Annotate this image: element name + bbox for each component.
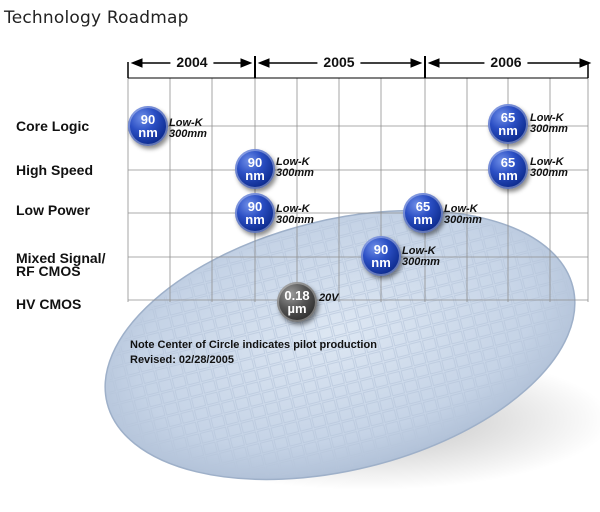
node-note: Low-K 300mm [276, 203, 314, 226]
node-note: Low-K 300mm [169, 117, 207, 140]
node-core-90: 90 nm [128, 106, 168, 146]
node-unit: nm [498, 123, 518, 138]
row-label-core: Core Logic [16, 118, 90, 134]
node-highspeed-65: 65 nm [488, 149, 528, 189]
node-lowpower-65: 65 nm [403, 193, 443, 233]
row-label-mixed: Mixed Signal/RF CMOS [16, 250, 106, 279]
revised-date: Revised: 02/28/2005 [130, 354, 234, 366]
node-unit: nm [138, 125, 158, 140]
year-label-2005: 2005 [317, 54, 361, 70]
node-value: 65 [415, 199, 431, 214]
node-unit: nm [371, 255, 391, 270]
node-mixed-90: 90 nm [361, 236, 401, 276]
node-value: 90 [247, 155, 263, 170]
node-note: 20V [319, 292, 339, 304]
year-label-2004: 2004 [170, 54, 214, 70]
wafer [104, 209, 600, 490]
node-value: 90 [247, 199, 263, 214]
page-title: Technology Roadmap [4, 8, 189, 28]
year-label-2006: 2006 [484, 54, 528, 70]
node-unit: nm [245, 168, 265, 183]
node-value: 65 [500, 110, 516, 125]
row-label-hv: HV CMOS [16, 296, 82, 312]
footnote: Note Center of Circle indicates pilot pr… [130, 338, 377, 368]
node-note: Low-K 300mm [444, 203, 482, 226]
node-core-65: 65 nm [488, 104, 528, 144]
row-label-highspeed: High Speed [16, 162, 94, 178]
node-value: 65 [500, 155, 516, 170]
node-unit: nm [413, 212, 433, 227]
node-hv-0.18: 0.18 µm [277, 282, 317, 322]
node-value: 90 [373, 242, 389, 257]
node-unit: µm [287, 301, 307, 316]
node-unit: nm [498, 168, 518, 183]
row-label-lowpower: Low Power [16, 202, 90, 218]
node-note: Low-K 300mm [530, 112, 568, 135]
node-note: Low-K 300mm [530, 156, 568, 179]
node-lowpower-90: 90 nm [235, 193, 275, 233]
node-value: 90 [140, 112, 156, 127]
node-value: 0.18 [284, 288, 310, 303]
pilot-note: Note Center of Circle indicates pilot pr… [130, 339, 377, 351]
node-unit: nm [245, 212, 265, 227]
node-highspeed-90: 90 nm [235, 149, 275, 189]
node-note: Low-K 300mm [402, 245, 440, 268]
node-note: Low-K 300mm [276, 156, 314, 179]
